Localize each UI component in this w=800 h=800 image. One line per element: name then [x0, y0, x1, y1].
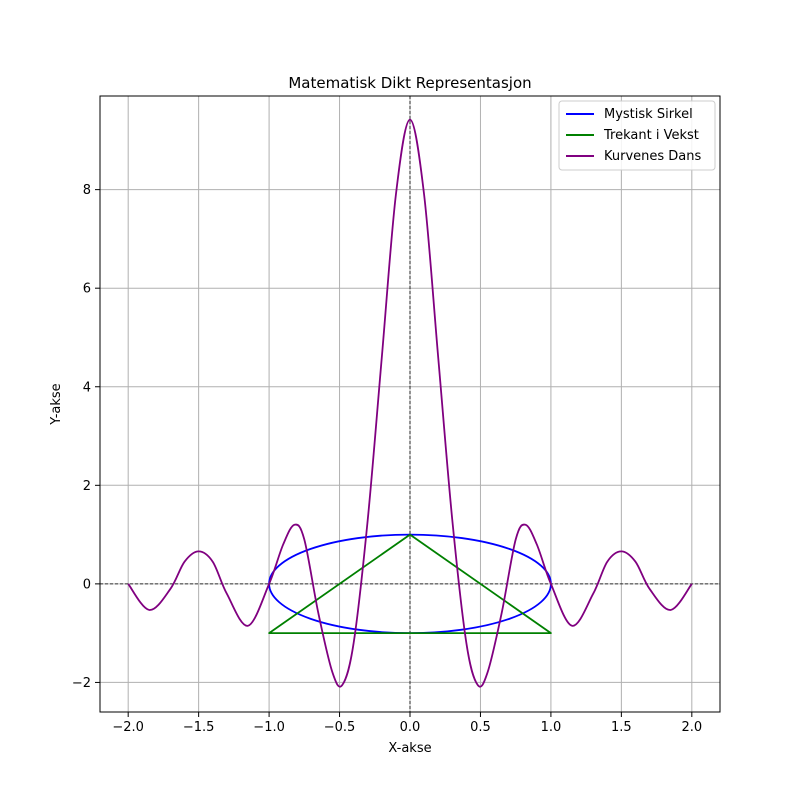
y-tick-label-4: 6	[83, 282, 91, 297]
x-tick-label-1: −1.5	[183, 720, 215, 735]
x-tick-label-0: −2.0	[112, 720, 144, 735]
y-axis-label: Y-akse	[49, 383, 64, 425]
ticks: −2.0 −1.5 −1.0 −0.5 0.0 0.5 1.0 1.5 2.0 −2 0 2 4 6 8	[72, 183, 702, 735]
x-tick-label-3: −0.5	[324, 720, 356, 735]
legend-label-kurvenes-dans: Kurvenes Dans	[604, 149, 702, 164]
legend-label-mystisk-sirkel: Mystisk Sirkel	[604, 107, 693, 122]
x-tick-label-7: 1.5	[611, 720, 632, 735]
x-tick-label-2: −1.0	[253, 720, 285, 735]
y-tick-label-2: 2	[83, 479, 91, 494]
y-tick-label-1: 0	[83, 577, 91, 592]
legend-box	[558, 100, 716, 171]
x-tick-label-4: 0.0	[400, 720, 421, 735]
series-group	[127, 118, 693, 688]
legend-label-trekant-i-vekst: Trekant i Vekst	[603, 128, 699, 143]
x-axis-label: X-akse	[388, 741, 431, 756]
reference-lines	[100, 96, 720, 712]
y-tick-label-5: 8	[83, 183, 91, 198]
x-tick-label-5: 0.5	[470, 720, 491, 735]
chart-title: Matematisk Dikt Representasjon	[288, 74, 531, 92]
series-line-trekant-i-vekst	[268, 533, 552, 635]
x-tick-label-8: 2.0	[681, 720, 702, 735]
legend: Mystisk Sirkel Trekant i Vekst Kurvenes …	[558, 100, 716, 171]
series-line-kurvenes-dans	[127, 118, 693, 688]
y-tick-label-0: −2	[72, 676, 91, 691]
x-tick-label-6: 1.0	[541, 720, 562, 735]
y-tick-label-3: 4	[83, 380, 91, 395]
